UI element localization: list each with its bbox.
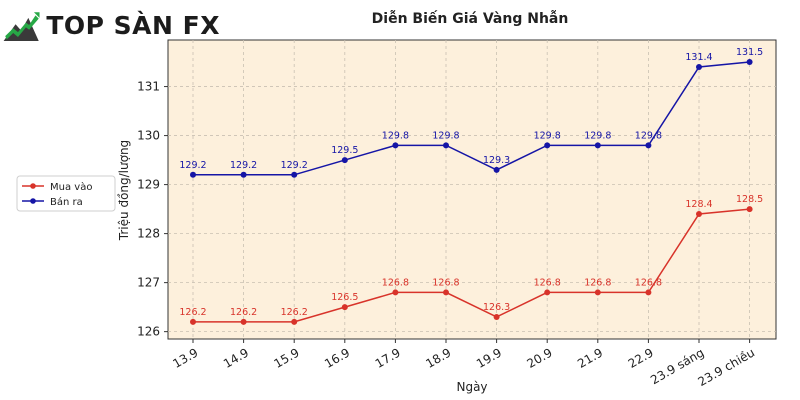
data-label: 129.2 [179, 160, 206, 171]
data-point [645, 142, 652, 149]
y-tick-label: 131 [137, 80, 160, 94]
data-label: 126.5 [331, 292, 358, 303]
data-label: 128.4 [685, 199, 712, 210]
data-point [493, 313, 500, 320]
data-label: 129.5 [331, 145, 358, 156]
data-label: 131.4 [685, 52, 712, 63]
data-point [594, 289, 601, 296]
data-point [392, 142, 399, 149]
data-label: 129.8 [432, 130, 459, 141]
legend: Mua vào Bán ra [16, 175, 116, 212]
data-point [443, 289, 449, 296]
data-label: 131.5 [736, 47, 763, 58]
data-label: 126.8 [382, 277, 409, 288]
legend-box [16, 175, 116, 212]
x-tick-label: 14.9 [221, 345, 251, 370]
data-point [190, 171, 196, 178]
data-point [190, 318, 196, 325]
data-label: 126.8 [584, 277, 611, 288]
series-line-1 [193, 61, 750, 176]
x-tick-label: 16.9 [322, 345, 352, 370]
data-label: 129.2 [281, 160, 308, 171]
data-point [341, 157, 348, 164]
y-axis-label: Triệu đồng/lượng [117, 140, 131, 241]
y-tick-label: 129 [137, 178, 160, 192]
x-tick-label: 15.9 [272, 345, 302, 370]
data-label: 129.8 [635, 130, 662, 141]
data-point [392, 289, 399, 296]
x-tick-label: 13.9 [170, 345, 200, 370]
legend-marker-ban-ra [30, 198, 36, 204]
x-tick-label: 23.9 chiều [695, 345, 757, 389]
x-tick-label: 18.9 [423, 345, 453, 370]
data-label: 126.2 [179, 307, 206, 318]
data-label: 126.8 [432, 277, 459, 288]
x-tick-label: 17.9 [373, 345, 403, 370]
data-point [696, 63, 702, 70]
data-label: 126.8 [635, 277, 662, 288]
plot-area [167, 39, 777, 340]
series-lines [190, 59, 753, 325]
y-tick-label: 130 [137, 129, 160, 143]
data-label: 126.3 [483, 302, 510, 313]
x-axis-label: Ngày [456, 380, 487, 394]
data-point [746, 206, 753, 213]
data-label: 129.2 [230, 160, 257, 171]
data-label: 126.8 [534, 277, 561, 288]
data-point [544, 142, 551, 149]
data-point [443, 142, 449, 149]
data-point [240, 171, 247, 178]
series-line-0 [193, 208, 750, 323]
brand-logo: TOP SÀN FX [0, 0, 220, 50]
x-tick-label: 20.9 [525, 345, 555, 370]
data-label: 126.2 [230, 307, 257, 318]
x-tick-label: 21.9 [575, 345, 605, 370]
data-point [746, 59, 753, 66]
data-label: 129.3 [483, 155, 510, 166]
data-label: 126.2 [281, 307, 308, 318]
data-point [645, 289, 652, 296]
chart-title: Diễn Biến Giá Vàng Nhẫn [372, 10, 569, 27]
legend-marker-mua-vao [30, 183, 36, 189]
data-point [341, 304, 348, 311]
data-point [291, 318, 298, 325]
data-point [696, 211, 702, 218]
grid-lines [168, 40, 776, 339]
logo-text: TOP SÀN FX [46, 10, 220, 40]
data-label: 129.8 [584, 130, 611, 141]
data-point [544, 289, 551, 296]
x-tick-label: 22.9 [626, 345, 656, 370]
data-label: 129.8 [382, 130, 409, 141]
data-point [594, 142, 601, 149]
y-tick-label: 127 [137, 276, 160, 290]
data-point [291, 171, 298, 178]
x-tick-label: 19.9 [474, 345, 504, 370]
data-label: 129.8 [534, 130, 561, 141]
data-label: 128.5 [736, 194, 763, 205]
logo-mark-icon [3, 12, 40, 41]
y-tick-label: 126 [137, 325, 160, 339]
legend-label-ban-ra: Bán ra [50, 196, 83, 208]
y-tick-label: 128 [137, 227, 160, 241]
data-point [240, 318, 247, 325]
data-point [493, 166, 500, 173]
legend-label-mua-vao: Mua vào [50, 181, 92, 193]
data-labels: 126.2 126.2 126.2 126.5 126.8 126.8 126.3 126.8… [179, 47, 763, 318]
